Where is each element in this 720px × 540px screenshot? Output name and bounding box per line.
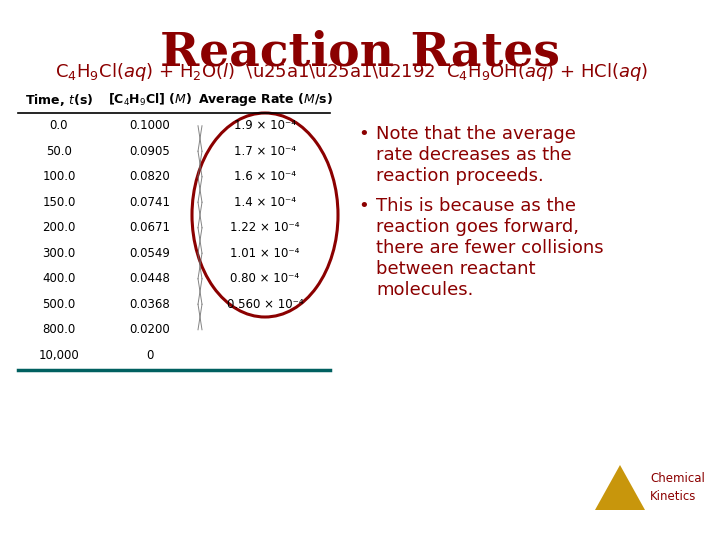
Text: between reactant: between reactant xyxy=(376,260,536,278)
Text: 1.9 × 10⁻⁴: 1.9 × 10⁻⁴ xyxy=(234,119,296,132)
Text: 10,000: 10,000 xyxy=(39,349,79,362)
Text: 0.1000: 0.1000 xyxy=(130,119,171,132)
Text: 0.0671: 0.0671 xyxy=(130,221,171,234)
Text: 1.4 × 10⁻⁴: 1.4 × 10⁻⁴ xyxy=(234,195,296,209)
Text: 0.0448: 0.0448 xyxy=(130,272,171,285)
Text: 0.0741: 0.0741 xyxy=(130,195,171,209)
Text: 300.0: 300.0 xyxy=(42,247,76,260)
Text: 1.01 × 10⁻⁴: 1.01 × 10⁻⁴ xyxy=(230,247,300,260)
Text: rate decreases as the: rate decreases as the xyxy=(376,146,572,164)
Text: 0.0820: 0.0820 xyxy=(130,170,171,183)
Text: 0.0: 0.0 xyxy=(50,119,68,132)
Text: 0.0368: 0.0368 xyxy=(130,298,171,310)
Text: there are fewer collisions: there are fewer collisions xyxy=(376,239,603,257)
Text: 50.0: 50.0 xyxy=(46,145,72,158)
Text: 100.0: 100.0 xyxy=(42,170,76,183)
Text: 0.0905: 0.0905 xyxy=(130,145,171,158)
Text: reaction goes forward,: reaction goes forward, xyxy=(376,218,579,236)
Text: Note that the average: Note that the average xyxy=(376,125,576,143)
Text: Time, $t$(s): Time, $t$(s) xyxy=(25,92,93,108)
Text: 0.80 × 10⁻⁴: 0.80 × 10⁻⁴ xyxy=(230,272,300,285)
Text: •: • xyxy=(358,198,369,215)
Text: Chemical
Kinetics: Chemical Kinetics xyxy=(650,472,705,503)
Text: 0.0549: 0.0549 xyxy=(130,247,171,260)
Text: 0.0200: 0.0200 xyxy=(130,323,171,336)
Text: 150.0: 150.0 xyxy=(42,195,76,209)
Text: reaction proceeds.: reaction proceeds. xyxy=(376,167,544,185)
Text: 0: 0 xyxy=(146,349,153,362)
Text: Reaction Rates: Reaction Rates xyxy=(160,30,560,76)
Text: 1.6 × 10⁻⁴: 1.6 × 10⁻⁴ xyxy=(234,170,296,183)
Text: C$_4$H$_9$Cl($aq$) + H$_2$O($l$)  \u25a1\u25a1\u2192  C$_4$H$_9$OH($aq$) + HCl($: C$_4$H$_9$Cl($aq$) + H$_2$O($l$) \u25a1\… xyxy=(55,61,648,83)
Text: molecules.: molecules. xyxy=(376,281,473,299)
Text: •: • xyxy=(358,125,369,143)
Text: 500.0: 500.0 xyxy=(42,298,76,310)
Text: 800.0: 800.0 xyxy=(42,323,76,336)
Text: 1.22 × 10⁻⁴: 1.22 × 10⁻⁴ xyxy=(230,221,300,234)
Text: 1.7 × 10⁻⁴: 1.7 × 10⁻⁴ xyxy=(234,145,296,158)
Text: [C$_4$H$_9$Cl] ($M$): [C$_4$H$_9$Cl] ($M$) xyxy=(108,92,192,108)
Text: 200.0: 200.0 xyxy=(42,221,76,234)
Text: This is because as the: This is because as the xyxy=(376,198,576,215)
Text: 400.0: 400.0 xyxy=(42,272,76,285)
Text: 0.560 × 10⁻⁴: 0.560 × 10⁻⁴ xyxy=(227,298,303,310)
Polygon shape xyxy=(595,465,645,510)
Text: Average Rate ($M$/s): Average Rate ($M$/s) xyxy=(197,91,333,109)
